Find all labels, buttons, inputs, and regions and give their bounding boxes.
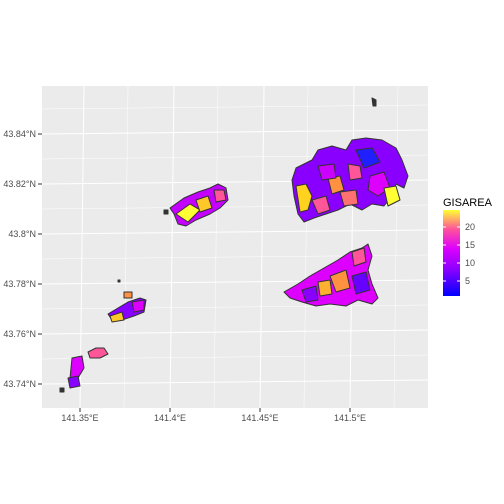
region-polygon (347, 163, 363, 181)
region-polygon (195, 195, 213, 213)
legend-tick-label: 15 (465, 240, 475, 250)
x-tick-label: 141.4°E (154, 413, 186, 423)
legend-colorbar (443, 210, 460, 296)
gridline-major-x (169, 85, 175, 409)
y-tick-label: 43.82°N (3, 179, 36, 189)
island (59, 387, 65, 393)
x-tick-label: 141.45°E (241, 413, 278, 423)
island (371, 97, 377, 107)
region-polygon (301, 285, 319, 303)
y-axis: 43.84°N 43.82°N 43.8°N 43.78°N 43.76°N 4… (3, 129, 42, 389)
gridline-major-y (41, 229, 429, 235)
gridline-major-x (259, 85, 265, 409)
map-polygons (59, 97, 409, 393)
region-polygon (351, 271, 371, 295)
legend-title: GISAREA (443, 197, 493, 209)
y-tick-label: 43.76°N (3, 329, 36, 339)
plot-panel (42, 86, 428, 408)
gridline-major-x (79, 85, 85, 409)
region-polygon (295, 183, 313, 213)
y-tick-label: 43.84°N (3, 129, 36, 139)
x-tick-label: 141.35°E (61, 413, 98, 423)
island (123, 291, 133, 299)
region-polygon (67, 375, 81, 389)
region-polygon (311, 195, 331, 215)
legend-tick-label: 20 (465, 222, 475, 232)
region-polygon (317, 163, 337, 181)
y-tick-label: 43.78°N (3, 279, 36, 289)
region-polygon (329, 269, 351, 293)
island (163, 209, 169, 215)
y-tick-label: 43.8°N (8, 229, 36, 239)
region-polygon (213, 189, 227, 203)
region-polygon (109, 311, 125, 323)
region-polygon (351, 247, 367, 267)
legend-tick-label: 5 (465, 276, 470, 286)
y-tick-label: 43.74°N (3, 379, 36, 389)
x-tick-label: 141.5°E (334, 413, 366, 423)
region-polygon (131, 299, 145, 313)
gridline-major-y (41, 329, 429, 335)
region-polygon (355, 147, 381, 169)
region-polygon (69, 355, 85, 379)
x-axis: 141.35°E 141.4°E 141.45°E 141.5°E (61, 408, 366, 423)
gridline-major-y (41, 129, 429, 135)
region-polygon (317, 279, 333, 297)
region-southwest (87, 347, 109, 359)
region-polygon (383, 185, 401, 207)
legend-tick-label: 10 (465, 258, 475, 268)
region-polygon (339, 189, 359, 207)
gridline-major-y (41, 379, 429, 385)
legend: GISAREA 20 15 10 5 (443, 197, 493, 296)
island (117, 279, 121, 283)
